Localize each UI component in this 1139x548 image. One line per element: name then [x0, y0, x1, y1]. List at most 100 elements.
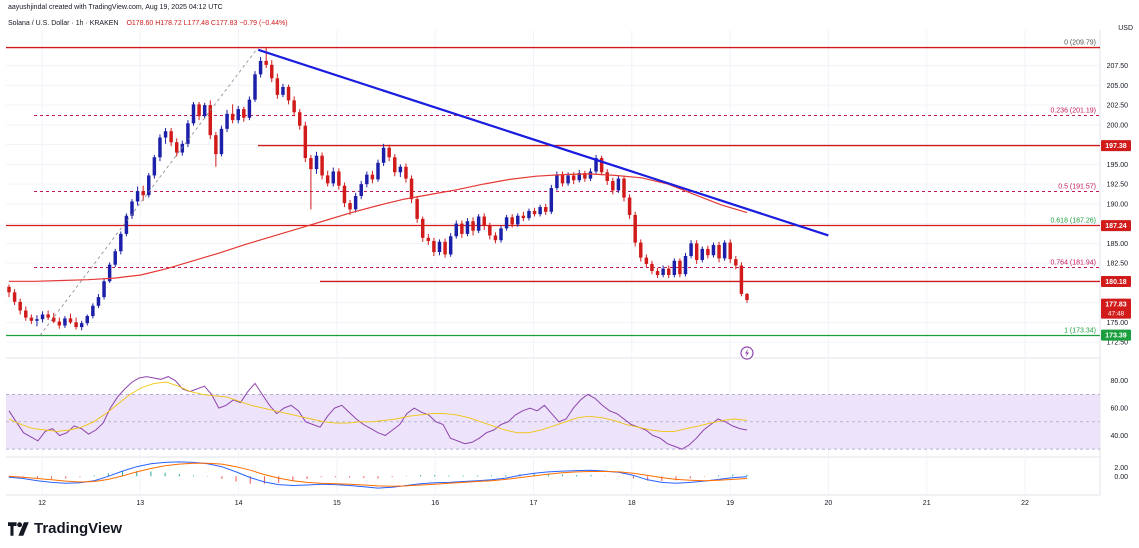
candle [711, 242, 716, 258]
price-axis-label: 192.50 [1107, 182, 1129, 189]
candle [672, 258, 677, 278]
candle [158, 134, 162, 162]
candle-body [538, 207, 542, 215]
price-tag-value: 180.18 [1105, 279, 1127, 286]
candle-body [594, 158, 598, 172]
time-axis-label: 22 [1021, 500, 1029, 507]
candle [700, 246, 705, 263]
fib-level-label: 0.236 (201.19) [1050, 107, 1096, 114]
fib-level-label: 0 (209.79) [1064, 40, 1096, 47]
candle-body [583, 173, 587, 179]
candle [292, 96, 296, 117]
candle-body [504, 217, 509, 229]
candle [113, 248, 117, 268]
candle [734, 256, 738, 270]
price-axis-label: 190.00 [1107, 201, 1129, 208]
price-axis-label: 205.00 [1107, 83, 1129, 90]
candle-body [135, 191, 140, 202]
macd-line [8, 461, 748, 489]
price-axis-label: 195.00 [1107, 162, 1129, 169]
candle-body [18, 301, 22, 311]
candle [186, 120, 190, 148]
time-axis-label: 21 [923, 500, 931, 507]
candle-body [398, 166, 403, 173]
candle [728, 239, 732, 264]
candle-body [381, 147, 386, 163]
candle-body [571, 175, 576, 181]
symbol-name: Solana / U.S. Dollar · 1h · KRAKEN [8, 20, 119, 27]
price-axis-label: 200.00 [1107, 122, 1129, 129]
candle [320, 152, 324, 180]
time-axis-label: 14 [235, 500, 243, 507]
candle-body [432, 240, 436, 253]
candle [745, 292, 749, 303]
candle [706, 245, 710, 259]
candle [616, 175, 621, 193]
candle [644, 254, 649, 268]
candle [225, 109, 229, 132]
candle-body [113, 251, 117, 265]
candle [694, 240, 699, 264]
candle-body [426, 237, 431, 241]
candle-body [448, 236, 453, 255]
candle-body [555, 174, 559, 189]
price-axis-label: 172.50 [1107, 340, 1129, 347]
candle-body [543, 207, 548, 212]
candle-body [370, 174, 375, 180]
candle-body [119, 233, 123, 252]
candle [538, 204, 542, 217]
candle [622, 175, 626, 202]
time-axis-label: 19 [726, 500, 734, 507]
candle [130, 199, 134, 219]
candle-body [650, 263, 654, 272]
candle [119, 231, 123, 255]
tradingview-logo-icon [8, 521, 29, 536]
candle-body [678, 260, 682, 275]
candle-body [29, 317, 34, 321]
time-axis-label: 12 [38, 500, 46, 507]
candle-body [672, 260, 677, 275]
candle [560, 171, 565, 187]
candle-body [420, 218, 425, 238]
candle [135, 186, 140, 206]
candle [29, 314, 34, 324]
candle-body [471, 221, 475, 231]
candle [393, 154, 397, 177]
tradingview-logo[interactable]: TradingView [8, 520, 122, 537]
symbol-info: Solana / U.S. Dollar · 1h · KRAKEN O178.… [8, 20, 288, 27]
candle-body [717, 244, 721, 259]
candle-body [488, 225, 492, 236]
candle [275, 73, 280, 99]
candle-body [393, 157, 397, 173]
candle [348, 199, 352, 215]
candle [588, 168, 593, 181]
candle [40, 311, 45, 323]
candle [91, 303, 95, 319]
candle-body [655, 271, 660, 275]
candle [739, 262, 744, 297]
candle-body [51, 317, 56, 322]
bearish-trendline [257, 48, 829, 237]
candle [309, 154, 313, 210]
candle [242, 106, 246, 122]
candle [678, 258, 682, 278]
time-axis-label: 15 [333, 500, 341, 507]
candle [286, 84, 291, 105]
candle [409, 175, 414, 204]
candle-body [247, 99, 252, 118]
candle [219, 125, 224, 157]
rsi-signal-line [8, 381, 748, 434]
candle [51, 312, 56, 324]
candle-body [219, 128, 224, 155]
candle [163, 128, 168, 144]
candle-body [616, 178, 621, 191]
price-tag [1101, 140, 1131, 152]
currency-label: USD [1118, 25, 1133, 32]
candle-body [577, 173, 582, 181]
candle-body [722, 242, 727, 259]
candle-body [174, 142, 179, 153]
candle [426, 233, 431, 245]
price-axis-label: 182.50 [1107, 261, 1129, 268]
candle-body [236, 109, 240, 121]
